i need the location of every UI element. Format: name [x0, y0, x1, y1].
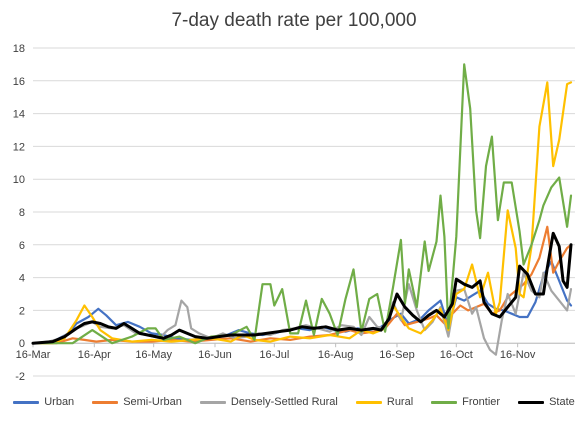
legend-label: Densely-Settled Rural — [230, 396, 338, 408]
legend-item: Densely-Settled Rural — [199, 396, 338, 408]
x-tick-label: 16-Jun — [198, 349, 232, 361]
x-tick-label: 16-Aug — [318, 349, 353, 361]
chart-legend: Urban Semi-Urban Densely-Settled Rural Rura… — [0, 396, 588, 408]
y-tick-label: 8 — [19, 207, 25, 219]
legend-label: Frontier — [462, 396, 501, 408]
y-tick-label: 18 — [13, 43, 25, 55]
legend-swatch — [13, 400, 40, 404]
y-tick-label: 16 — [13, 76, 25, 88]
legend-label: Urban — [44, 396, 75, 408]
y-tick-label: 0 — [19, 338, 25, 350]
x-tick-label: 16-Sep — [379, 349, 414, 361]
legend-swatch — [92, 400, 119, 404]
y-tick-label: 2 — [19, 305, 25, 317]
x-tick-label: 16-Oct — [440, 349, 473, 361]
legend-item: Urban — [13, 396, 74, 408]
legend-label: Rural — [386, 396, 414, 408]
series-line-urban — [31, 260, 573, 345]
series-line-frontier — [31, 63, 573, 345]
series-line-state — [31, 231, 573, 345]
x-tick-label: 16-May — [135, 349, 172, 361]
x-tick-label: 16-Apr — [78, 349, 111, 361]
y-tick-label: -2 — [15, 371, 25, 383]
x-tick-label: 16-Mar — [16, 349, 51, 361]
x-tick-label: 16-Nov — [500, 349, 536, 361]
legend-swatch — [355, 400, 382, 404]
chart-title: 7-day death rate per 100,000 — [171, 10, 417, 31]
x-tick-label: 16-Jul — [259, 349, 289, 361]
legend-swatch — [518, 400, 545, 404]
y-tick-label: 6 — [19, 240, 25, 252]
legend-swatch — [431, 400, 458, 404]
legend-item: Semi-Urban — [92, 396, 182, 408]
legend-item: Frontier — [431, 396, 500, 408]
legend-item: Rural — [355, 396, 414, 408]
y-tick-label: 12 — [13, 141, 25, 153]
legend-item: State — [518, 396, 575, 408]
y-tick-label: 10 — [13, 174, 25, 186]
y-tick-label: 14 — [13, 109, 25, 121]
y-tick-label: 4 — [19, 273, 25, 285]
legend-label: Semi-Urban — [123, 396, 182, 408]
legend-label: State — [549, 396, 575, 408]
legend-swatch — [199, 400, 226, 404]
